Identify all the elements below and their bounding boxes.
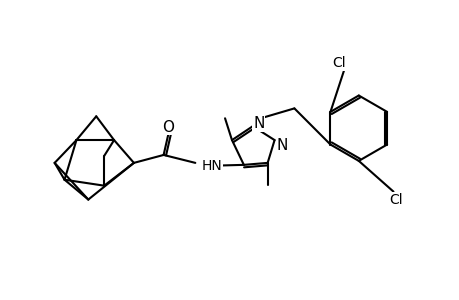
Text: O: O xyxy=(162,120,174,135)
Text: Cl: Cl xyxy=(331,56,345,70)
Text: HN: HN xyxy=(201,159,222,173)
Text: N: N xyxy=(252,116,264,131)
Text: N: N xyxy=(276,137,288,152)
Text: Cl: Cl xyxy=(389,193,403,206)
